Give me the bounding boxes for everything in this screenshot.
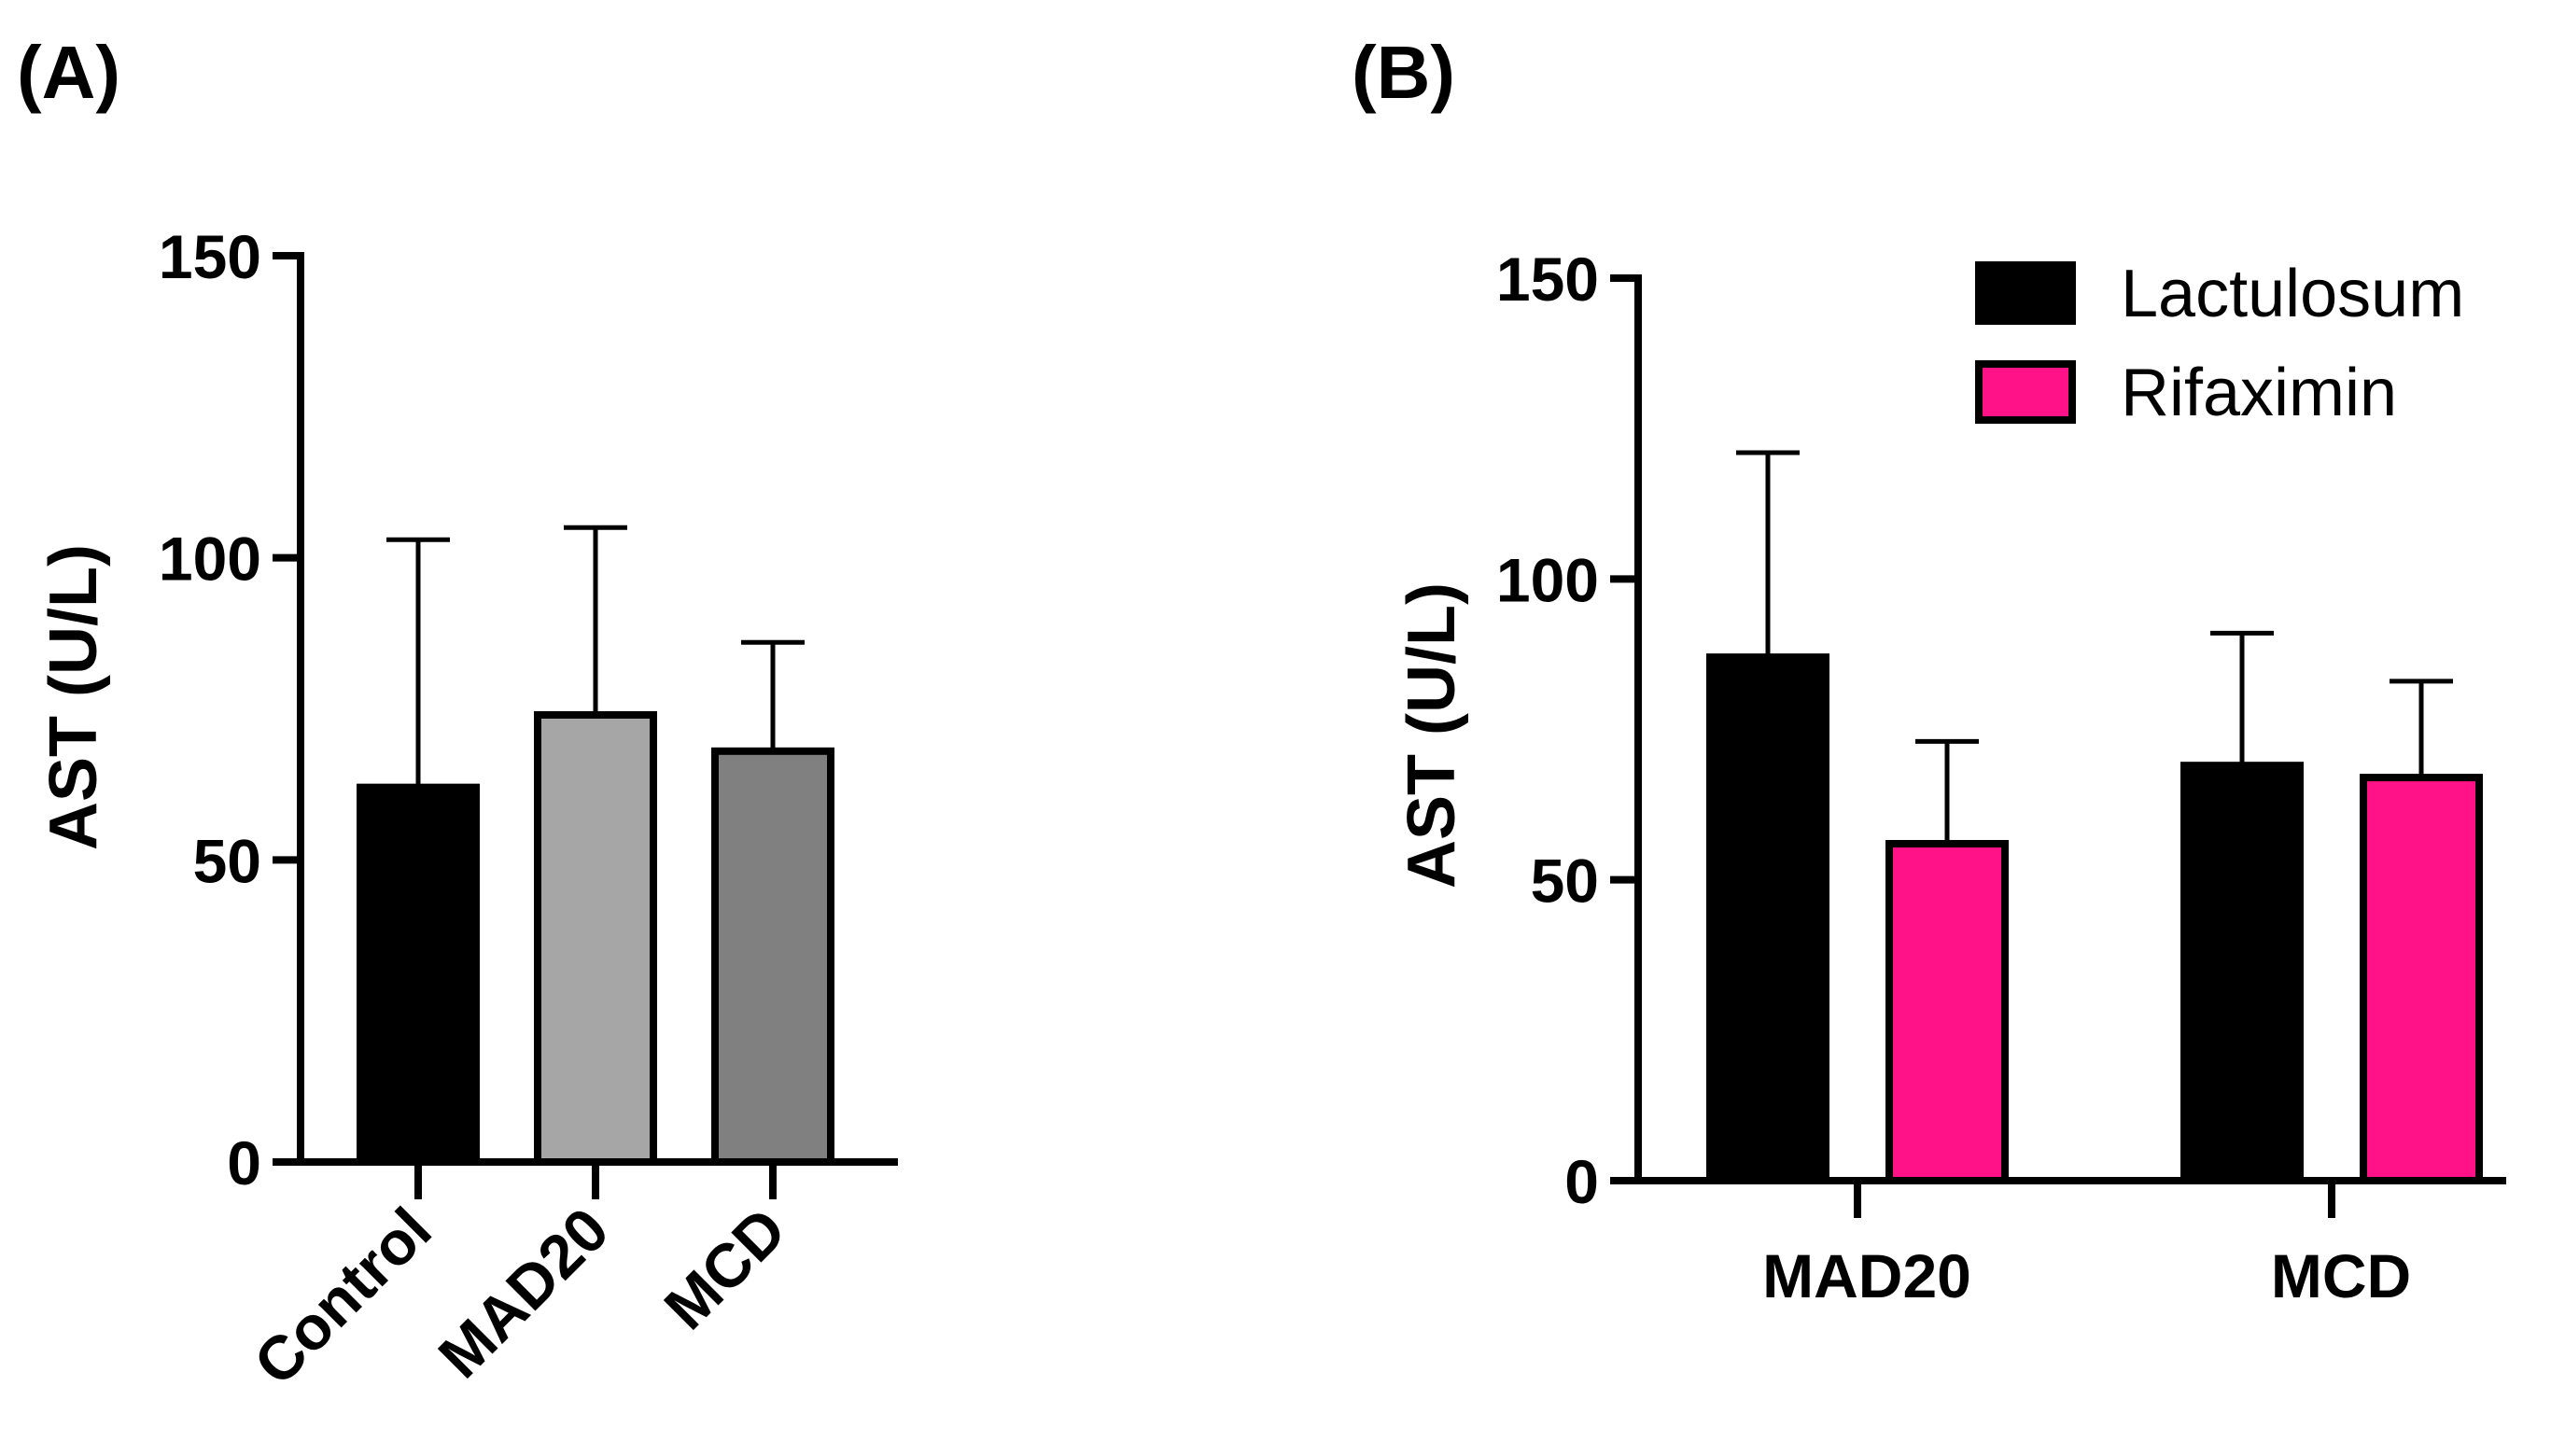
panel-b-bar-rifaximin-mad20 <box>1885 839 2009 1185</box>
panel-a-y-axis-title: AST (U/L) <box>36 544 111 850</box>
panel-a-y-tick-label-0: 0 <box>227 1128 261 1197</box>
panel-a-y-tick-label-150: 150 <box>159 222 261 291</box>
panel-b-y-tick-label-50: 50 <box>1531 847 1599 916</box>
panel-b-bar-rifaximin-mcd <box>2360 774 2483 1184</box>
panel-b: (B) AST (U/L) 0 50 100 150 MAD20 MCD Lactulo… <box>1352 31 2506 1310</box>
panel-b-y-tick-label-100: 100 <box>1496 545 1599 614</box>
legend-label-rifaximin: Rifaximin <box>2121 356 2397 430</box>
panel-b-legend: Lactulosum Rifaximin <box>1975 257 2464 430</box>
panel-a-axes <box>297 252 898 1199</box>
panel-a-x-label-mcd: MCD <box>651 1195 799 1343</box>
panel-a-y-ticks: 0 50 100 150 <box>159 222 301 1197</box>
panel-b-error-bars <box>1736 450 2453 844</box>
panel-b-label: (B) <box>1352 31 1455 114</box>
panel-b-x-label-mad20: MAD20 <box>1762 1241 1971 1310</box>
legend-swatch-lactulosum <box>1975 261 2076 325</box>
panel-b-bar-lactulosum-mcd <box>2180 762 2304 1184</box>
panel-b-y-tick-label-150: 150 <box>1496 245 1599 314</box>
panel-b-x-label-mcd: MCD <box>2271 1241 2411 1310</box>
panel-a-bar-mad20 <box>534 710 657 1166</box>
panel-a-y-tick-label-100: 100 <box>159 525 261 594</box>
panel-b-y-ticks: 0 50 100 150 <box>1496 245 1638 1216</box>
panel-a-bars <box>357 710 834 1167</box>
panel-b-bar-lactulosum-mad20 <box>1706 653 1829 1184</box>
legend-label-lactulosum: Lactulosum <box>2121 257 2464 331</box>
legend-swatch-rifaximin <box>1975 360 2076 424</box>
panel-a-x-label-mad20: MAD20 <box>425 1195 622 1392</box>
panel-b-bars <box>1706 653 2483 1185</box>
panel-a-x-label-control: Control <box>241 1195 444 1398</box>
panel-a-y-tick-label-50: 50 <box>193 826 261 895</box>
panel-b-x-labels: MAD20 MCD <box>1762 1241 2411 1310</box>
panel-b-axes <box>1634 274 2506 1218</box>
panel-a-label: (A) <box>17 31 120 114</box>
panel-a-error-bars <box>386 525 805 788</box>
panel-b-y-axis-title: AST (U/L) <box>1395 582 1469 889</box>
panel-a-bar-control <box>357 783 480 1166</box>
panel-b-y-tick-label-0: 0 <box>1564 1147 1599 1216</box>
panel-a-bar-mcd <box>711 747 834 1167</box>
